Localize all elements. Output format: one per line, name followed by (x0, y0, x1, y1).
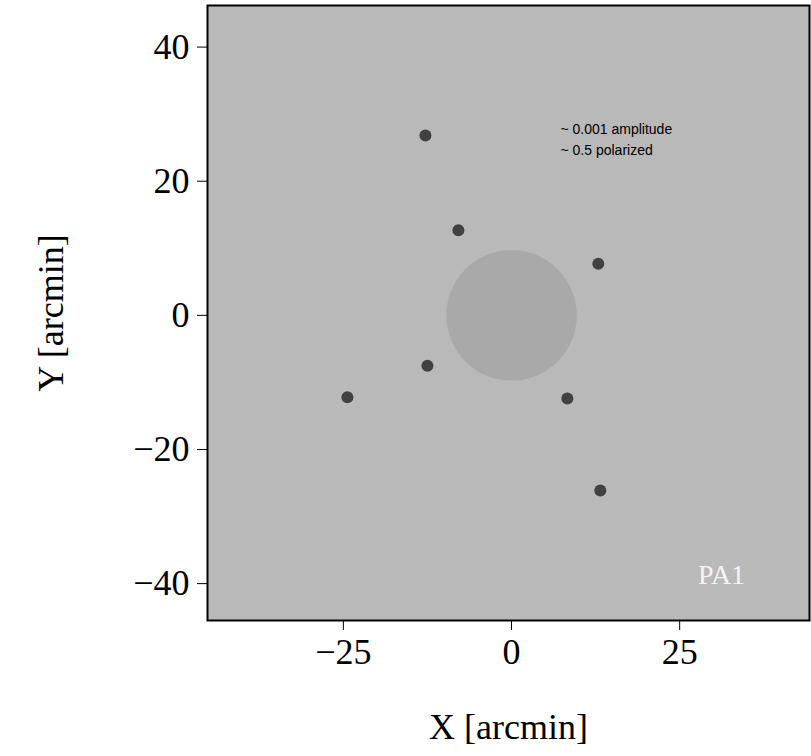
svg-text:0: 0 (172, 295, 190, 335)
svg-text:−40: −40 (133, 563, 189, 603)
svg-text:0: 0 (503, 632, 521, 672)
svg-text:−25: −25 (315, 632, 371, 672)
svg-text:~ 0.001 amplitude~ 0.5 polariz: ~ 0.001 amplitude~ 0.5 polarized (561, 121, 673, 158)
svg-text:Y [arcmin]: Y [arcmin] (31, 234, 71, 392)
svg-text:X [arcmin]: X [arcmin] (429, 707, 588, 747)
svg-text:20: 20 (154, 161, 190, 201)
svg-text:40: 40 (154, 27, 190, 67)
svg-text:25: 25 (662, 632, 698, 672)
svg-text:PA1: PA1 (698, 559, 745, 590)
svg-text:−20: −20 (133, 429, 189, 469)
